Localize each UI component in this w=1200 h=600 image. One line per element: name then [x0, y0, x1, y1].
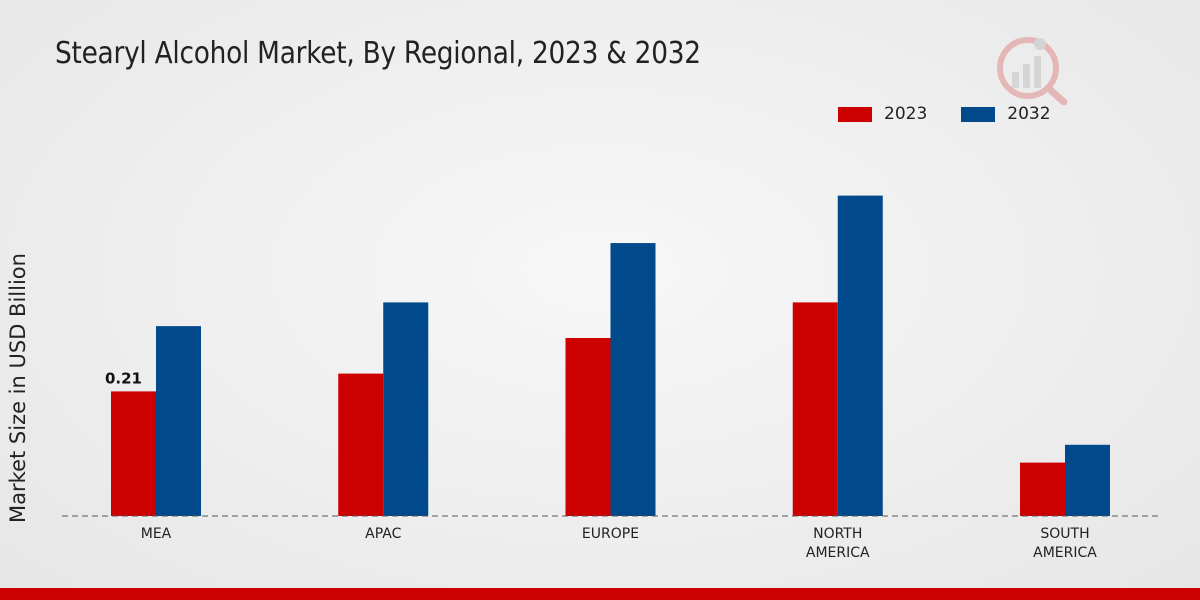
x-tick-label-north-america-line1: NORTH [813, 526, 862, 542]
bar-2032-south-america [1065, 444, 1110, 516]
x-tick-label-apac: APAC [365, 526, 401, 542]
legend-swatch-2023 [838, 106, 872, 122]
data-label-2023-mea: 0.21 [105, 369, 142, 387]
legend-label-2032: 2032 [1007, 104, 1051, 124]
x-tick-label-mea: MEA [141, 526, 172, 542]
x-tick-label-europe: EUROPE [582, 526, 639, 542]
x-tick-label-north-america-line2: AMERICA [806, 545, 870, 561]
bar-2023-north-america [792, 302, 838, 516]
x-tick-label-south-america-line2: AMERICA [1033, 545, 1097, 561]
chart-title: Stearyl Alcohol Market, By Regional, 202… [55, 36, 701, 71]
legend-item-2032: 2032 [961, 104, 1051, 124]
bar-2023-mea [111, 391, 156, 516]
legend-swatch-2032 [961, 106, 996, 122]
bar-2023-south-america [1020, 462, 1065, 516]
bar-2023-europe [565, 338, 611, 516]
legend: 2023 2032 [838, 104, 1085, 124]
watermark-logo-icon [997, 37, 1068, 106]
bar-2032-mea [156, 326, 201, 516]
legend-item-2023: 2023 [838, 104, 927, 124]
x-tick-label-south-america-line1: SOUTH [1040, 526, 1089, 542]
bar-2032-apac [383, 302, 429, 516]
bar-2032-north-america [837, 195, 883, 516]
legend-label-2023: 2023 [884, 104, 928, 124]
bar-2032-europe [610, 243, 656, 517]
bottom-accent-bar [0, 588, 1200, 600]
bar-2023-apac [338, 373, 384, 516]
